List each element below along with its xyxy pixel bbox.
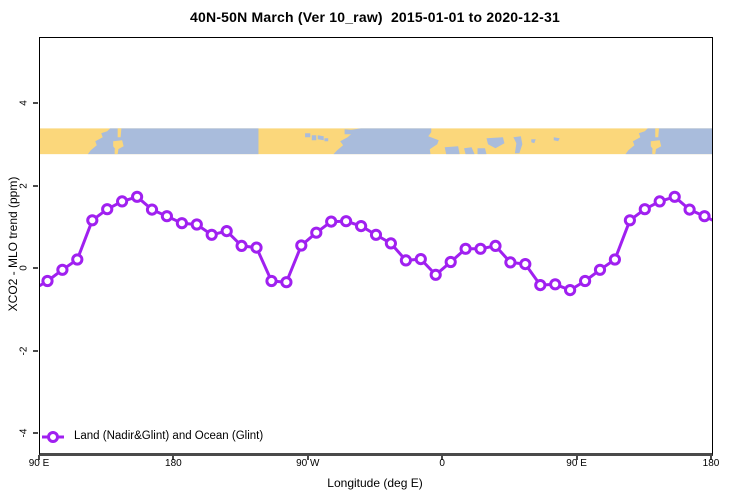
data-point: [355, 220, 368, 233]
map-lake: [553, 137, 560, 142]
data-point: [160, 210, 174, 223]
y-tick-mark: [33, 184, 38, 187]
x-tick-label: 180: [702, 458, 720, 469]
data-point: [444, 255, 457, 269]
data-point: [145, 203, 159, 216]
map-lake: [324, 138, 329, 142]
map-lake: [305, 133, 311, 138]
data-point: [489, 239, 502, 252]
x-tick-label: 180: [165, 458, 182, 469]
y-tick-mark: [33, 432, 38, 434]
data-point: [71, 253, 84, 266]
data-point: [459, 242, 472, 255]
data-point: [534, 279, 547, 292]
map-ocean-region: [625, 128, 712, 155]
data-point: [414, 253, 427, 266]
x-axis-title: Longitude (deg E): [327, 476, 423, 490]
map-lake: [444, 146, 460, 155]
data-point: [56, 263, 69, 276]
y-axis-title: XCO2 - MLO trend (ppm): [6, 176, 20, 312]
data-point: [593, 263, 607, 276]
data-point: [250, 241, 263, 254]
data-point: [41, 274, 54, 288]
data-point: [638, 203, 651, 216]
data-point: [265, 274, 278, 288]
y-tick-label: 2: [18, 182, 30, 189]
y-tick-mark: [33, 102, 38, 104]
map-island: [114, 149, 119, 155]
map-lake: [311, 135, 317, 141]
map-lake: [513, 136, 523, 154]
map-ocean-region: [87, 128, 259, 155]
data-point: [175, 217, 188, 230]
data-point: [579, 274, 592, 288]
data-point: [220, 225, 233, 238]
data-point: [190, 218, 203, 231]
map-island: [652, 149, 656, 155]
x-tick-mark: [306, 455, 309, 460]
x-tick-mark: [172, 455, 175, 460]
chart-title: 40N-50N March (Ver 10_raw) 2015-01-01 to…: [190, 9, 560, 25]
legend-marker-icon: [42, 431, 64, 443]
data-point: [698, 210, 711, 223]
data-point: [384, 237, 397, 250]
data-point: [340, 215, 353, 228]
data-point: [310, 226, 323, 239]
x-tick-label: 0: [439, 458, 445, 469]
map-island: [655, 128, 659, 138]
data-line: [40, 195, 712, 292]
data-point: [653, 195, 666, 208]
y-tick-label: 0: [18, 265, 30, 271]
data-point: [369, 228, 383, 241]
x-tick-mark: [441, 455, 444, 460]
data-point: [564, 284, 577, 297]
data-point: [325, 215, 338, 228]
map-island: [650, 140, 662, 151]
y-tick-mark: [33, 267, 38, 269]
data-point: [683, 203, 696, 216]
x-tick-label: 90 E: [566, 458, 587, 469]
map-lake: [531, 139, 536, 144]
data-point: [429, 268, 442, 281]
x-tick-mark: [575, 455, 578, 460]
map-lake: [486, 137, 505, 149]
plot-svg: [40, 128, 712, 297]
data-point: [131, 190, 144, 203]
data-point: [101, 203, 114, 216]
map-band: [40, 128, 712, 155]
y-tick-label: 4: [18, 100, 30, 106]
data-point: [504, 256, 517, 269]
data-point: [116, 195, 129, 208]
x-tick-label: 90 E: [28, 458, 50, 469]
data-point: [86, 214, 99, 227]
x-tick-label: 90 W: [296, 458, 320, 469]
y-tick-label: -4: [18, 428, 30, 438]
data-point: [519, 258, 532, 271]
map-island: [117, 128, 122, 138]
y-tick-mark: [33, 349, 38, 352]
data-point: [235, 239, 248, 252]
data-point: [549, 278, 562, 291]
plot-area: [39, 37, 713, 456]
x-tick-mark: [710, 455, 712, 460]
data-point: [205, 228, 218, 241]
map-lake: [344, 129, 356, 135]
data-point: [280, 276, 293, 289]
data-point: [474, 242, 487, 255]
data-point: [399, 254, 412, 267]
data-point: [295, 239, 308, 252]
x-tick-mark: [38, 455, 40, 460]
legend-label: Land (Nadir&Glint) and Ocean (Glint): [74, 430, 264, 442]
map-lake: [464, 147, 475, 155]
map-ocean-region: [333, 128, 439, 155]
map-lake: [317, 135, 324, 141]
data-point: [608, 253, 622, 266]
data-point: [668, 190, 681, 203]
map-lake: [477, 148, 487, 155]
map-island: [113, 140, 124, 151]
y-tick-label: -2: [18, 346, 30, 355]
data-point: [623, 214, 637, 227]
